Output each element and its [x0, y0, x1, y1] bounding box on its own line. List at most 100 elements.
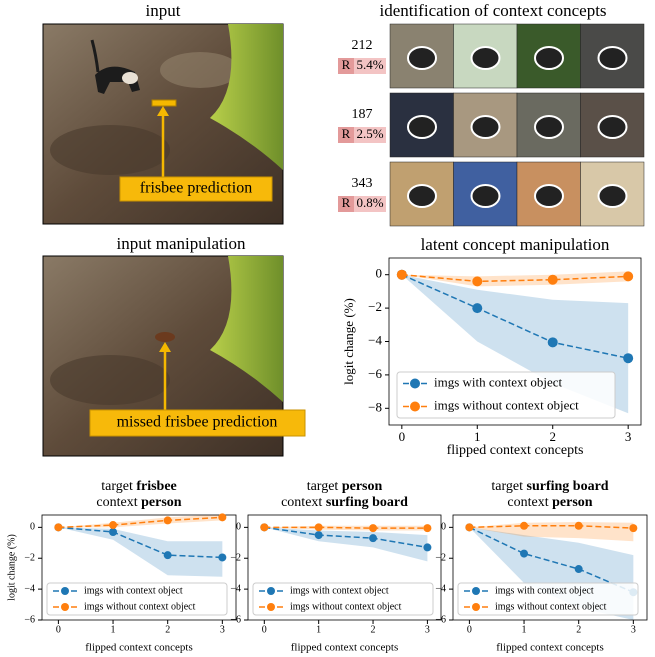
badge-value-bg: [354, 127, 386, 143]
chart-title: context surfing board: [281, 495, 408, 510]
x-tick-label: 0: [399, 429, 406, 444]
concept-region: [470, 184, 501, 208]
y-tick-label: −6: [368, 366, 382, 381]
x-tick-label: 0: [262, 624, 267, 635]
legend-label: imgs without context object: [290, 601, 402, 612]
badge-letter-bg: [338, 127, 354, 143]
x-tick-label: 2: [576, 624, 581, 635]
badge-letter: R: [342, 57, 351, 72]
legend-label: imgs with context object: [495, 585, 594, 596]
marker: [574, 565, 583, 574]
chart-title: target person: [307, 479, 383, 494]
y-tick-label: −4: [368, 332, 382, 347]
plot-frame: [41, 514, 237, 621]
plot-frame: [247, 514, 442, 621]
concept-region: [407, 184, 437, 208]
series-line: [401, 274, 629, 359]
relevance: 0.8%: [356, 195, 383, 210]
series-line: [264, 526, 428, 549]
title-prefix: target: [307, 479, 339, 494]
concept-region: [534, 46, 564, 70]
x-tick-label: 2: [165, 624, 170, 635]
y-tick-label: −6: [435, 614, 446, 625]
badge-letter-bg: [338, 58, 354, 74]
marker: [472, 276, 483, 287]
legend-label: imgs with context object: [290, 585, 389, 596]
concept-id: 343: [352, 176, 373, 191]
concept-id: 212: [352, 38, 373, 53]
x-tick-label: 0: [56, 624, 61, 635]
title-bold: person: [342, 479, 383, 494]
chart-title: context person: [96, 495, 181, 510]
title-prefix: target: [101, 479, 133, 494]
legend-label: imgs without context object: [434, 397, 579, 412]
confidence-band: [58, 514, 223, 528]
marker: [314, 531, 323, 540]
title-bold: surfing board: [326, 495, 408, 510]
marker: [520, 521, 529, 530]
y-tick-label: −2: [435, 553, 446, 564]
badge-value-bg: [354, 58, 386, 74]
panel-title: input: [146, 1, 181, 20]
marker: [396, 269, 407, 280]
marker: [109, 527, 118, 536]
relevance: 5.4%: [356, 57, 383, 72]
annotation-box: [119, 176, 273, 202]
title-bold: person: [552, 495, 593, 510]
y-tick-label: 0: [30, 522, 35, 533]
legend-marker: [410, 378, 420, 389]
marker: [423, 524, 432, 533]
legend-marker: [61, 587, 69, 595]
concept-region: [470, 46, 501, 70]
concept-region: [597, 184, 628, 208]
x-tick-label: 1: [111, 624, 116, 635]
badge-letter: R: [342, 126, 351, 141]
legend-marker: [267, 603, 275, 611]
title-bold: surfing board: [527, 479, 609, 494]
marker: [369, 534, 378, 543]
input-photo: [42, 23, 284, 225]
arrow-head: [157, 106, 169, 116]
marker: [423, 543, 432, 552]
panel-title: input manipulation: [117, 234, 246, 253]
x-axis-label: flipped context concepts: [291, 642, 399, 654]
plot-frame: [452, 514, 648, 621]
y-tick-label: −6: [230, 614, 241, 625]
legend-label: imgs without context object: [495, 601, 607, 612]
marker: [54, 523, 63, 532]
series-line: [58, 526, 223, 559]
legend-marker: [61, 603, 69, 611]
annotation-box: [89, 409, 306, 437]
marker: [629, 524, 638, 533]
concept-region: [407, 115, 437, 139]
series-line: [58, 516, 223, 529]
legend-marker: [267, 587, 275, 595]
marker: [623, 353, 634, 364]
x-tick-label: 3: [631, 624, 636, 635]
x-tick-label: 1: [522, 624, 527, 635]
title-prefix: context: [507, 495, 548, 510]
y-tick-label: 0: [236, 522, 241, 533]
series-line: [401, 273, 629, 283]
badge-letter: R: [342, 195, 351, 210]
legend-marker: [410, 401, 420, 412]
confidence-band: [58, 527, 223, 577]
marker: [547, 337, 558, 348]
badge-letter-bg: [338, 196, 354, 212]
x-tick-label: 3: [220, 624, 225, 635]
series-line: [264, 526, 428, 529]
panel-title: identification of context concepts: [379, 1, 606, 20]
marker: [260, 523, 269, 532]
arrow-head: [159, 342, 171, 352]
marker: [163, 516, 172, 525]
series-line: [469, 526, 634, 593]
chart-title: target frisbee: [101, 479, 177, 494]
x-axis-label: flipped context concepts: [496, 642, 604, 654]
marker: [547, 274, 558, 285]
y-tick-label: 0: [441, 522, 446, 533]
y-tick-label: −8: [368, 399, 382, 414]
marker: [314, 523, 323, 532]
y-tick-label: −4: [230, 583, 241, 594]
